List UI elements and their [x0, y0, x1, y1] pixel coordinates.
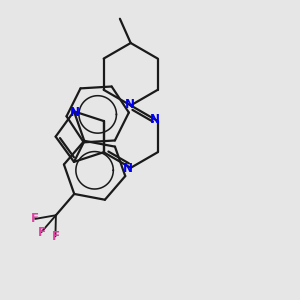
Text: N: N: [150, 113, 160, 126]
Text: F: F: [38, 226, 45, 238]
Text: N: N: [70, 106, 80, 119]
Text: N: N: [123, 162, 133, 175]
Text: F: F: [31, 212, 39, 225]
Text: F: F: [51, 230, 59, 243]
Text: N: N: [125, 98, 135, 111]
